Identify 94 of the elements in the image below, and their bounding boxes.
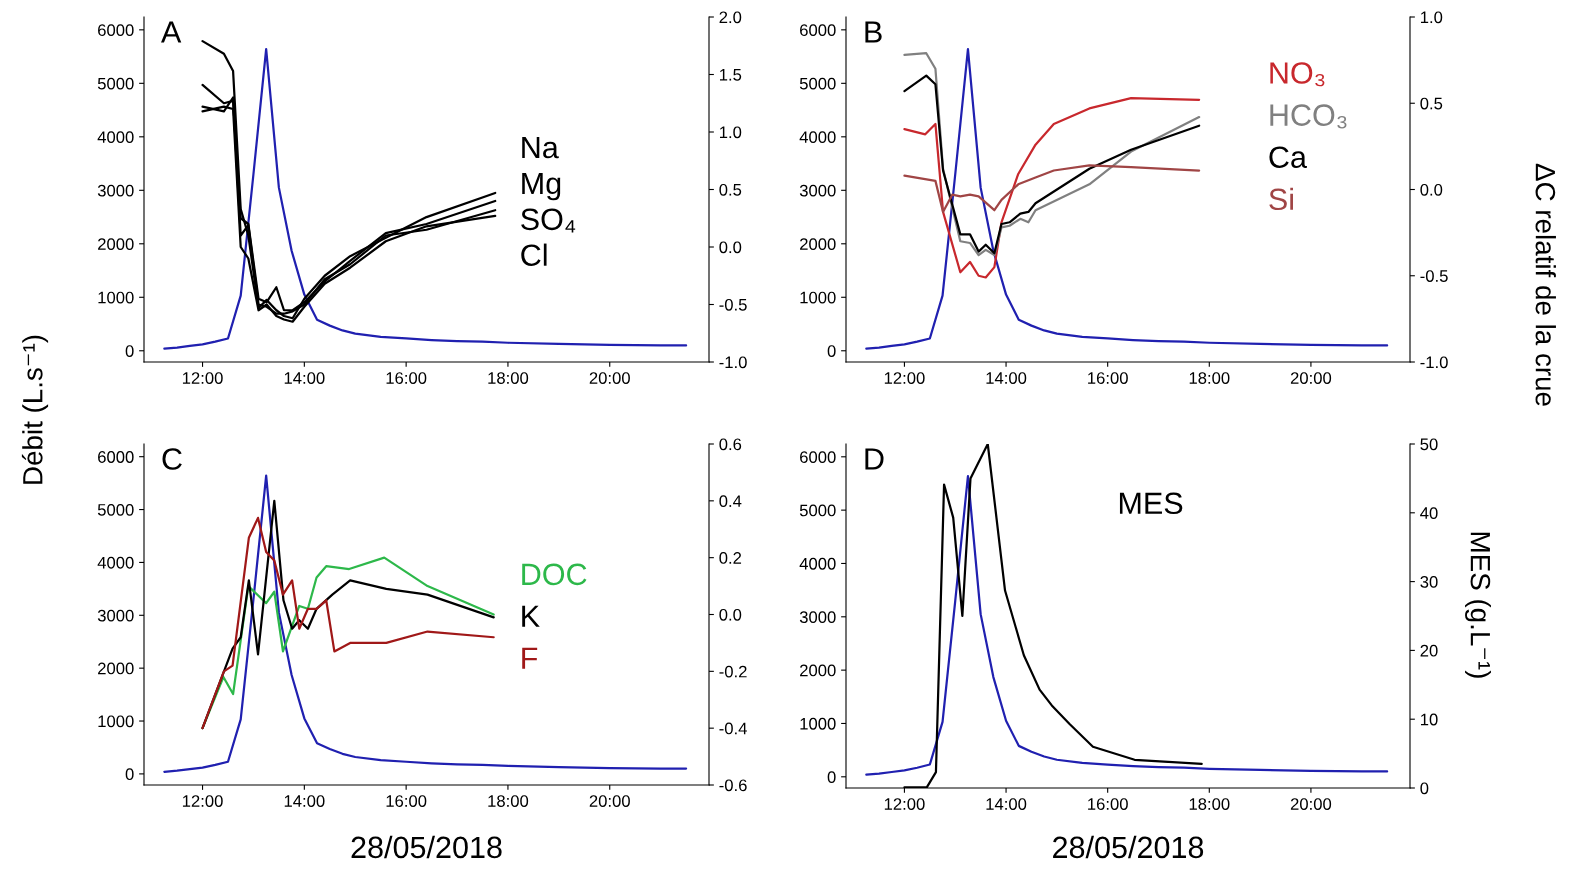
- y2-tick-label: 1.0: [719, 126, 742, 139]
- x-tick-label: 18:00: [1189, 372, 1230, 384]
- y-axis-title: Débit (L.s⁻¹): [21, 335, 49, 484]
- y-tick-label: 0: [125, 768, 134, 781]
- y-tick-label: 6000: [800, 451, 836, 463]
- x-tick-label: 18:00: [1189, 798, 1230, 810]
- x-tick-label: 16:00: [1088, 798, 1128, 810]
- x-tick-label: 20:00: [1290, 372, 1332, 384]
- y-tick-label: 1000: [800, 291, 836, 304]
- y-tick-label: 0: [125, 345, 134, 357]
- y-tick-label: 3000: [97, 609, 134, 622]
- x-tick-label: 18:00: [488, 795, 529, 807]
- y-tick-label: 4000: [97, 556, 134, 569]
- y2-tick-label: 0.2: [719, 552, 742, 564]
- y2-tick-label: -0.2: [719, 665, 747, 678]
- y2-tick-label: 0.0: [719, 608, 742, 621]
- x-tick-label: 12:00: [884, 798, 925, 810]
- annotation: D: [865, 448, 884, 470]
- x-tick-label: 14:00: [284, 372, 325, 384]
- y-tick-label: 6000: [98, 24, 134, 37]
- series-label: Mg: [522, 172, 561, 201]
- y2-tick-label: 40: [1420, 507, 1438, 519]
- series-label: K: [522, 605, 540, 627]
- y2-tick-label: -0.5: [719, 298, 747, 311]
- y-tick-label: 4000: [799, 557, 836, 570]
- text: HCO₃: [1270, 104, 1347, 129]
- x-tick-label: 14:00: [986, 372, 1027, 384]
- x-tick-label: 12:00: [182, 372, 223, 384]
- y-tick-label: 6000: [800, 24, 836, 37]
- y-tick-label: 4000: [97, 131, 134, 144]
- series-label: Cl: [521, 243, 547, 267]
- y2-tick-label: 0.4: [719, 495, 742, 508]
- y2-tick-label: -1.0: [719, 356, 747, 369]
- y2-tick-label: 1.5: [719, 69, 742, 81]
- y-tick-label: 1000: [98, 291, 134, 304]
- text: Si: [1269, 187, 1293, 211]
- y-tick-label: 5000: [97, 503, 134, 516]
- x-tick-label: 20:00: [589, 795, 630, 807]
- text: MES: [1119, 492, 1183, 515]
- y2-tick-label: -0.5: [1420, 270, 1448, 282]
- y2-tick-label: -0.6: [719, 779, 747, 792]
- y2-tick-label: 10: [1420, 713, 1438, 726]
- y2-tick-label: 0.0: [1420, 183, 1443, 196]
- y2-tick-label: 0.6: [719, 438, 742, 451]
- text: NO₃: [1270, 62, 1325, 87]
- annotation: C: [162, 448, 182, 470]
- y-tick-label: 0: [827, 345, 836, 357]
- y-tick-label: 5000: [97, 77, 134, 90]
- x-tick-label: 14:00: [284, 795, 325, 807]
- y-tick-label: 1000: [800, 717, 836, 730]
- series-label: DOC: [522, 563, 587, 586]
- y-tick-label: 5000: [799, 504, 836, 517]
- y-tick-label: 1000: [98, 715, 134, 728]
- x-tick-label: 12:00: [884, 372, 925, 384]
- annotation: A: [161, 21, 182, 43]
- x-tick-label: 20:00: [1290, 798, 1332, 810]
- y-tick-label: 3000: [97, 184, 134, 197]
- x-tick-label: 18:00: [488, 372, 529, 384]
- y2-tick-label: 20: [1420, 644, 1438, 657]
- y-tick-label: 2000: [800, 664, 836, 677]
- y-tick-label: 2000: [98, 662, 134, 675]
- y-tick-label: 3000: [799, 184, 836, 197]
- series-label: SO₄: [521, 208, 576, 233]
- x-tick-label: 12:00: [182, 795, 223, 807]
- y-tick-label: 5000: [799, 77, 836, 90]
- y2-tick-label: 0: [1420, 782, 1429, 795]
- y2-tick-label: 0.5: [719, 183, 742, 196]
- x-axis-title: 28/05/2018: [351, 835, 502, 859]
- y-tick-label: 6000: [98, 451, 134, 463]
- text: Ca: [1269, 146, 1307, 169]
- annotation: B: [865, 21, 882, 43]
- x-tick-label: 16:00: [386, 372, 427, 384]
- x-tick-label: 16:00: [1088, 372, 1128, 384]
- y2-tick-label: -0.4: [719, 722, 747, 735]
- y2-tick-label: 1.0: [1420, 11, 1443, 24]
- y2-tick-label: -1.0: [1420, 356, 1448, 369]
- y-tick-label: 2000: [98, 238, 134, 250]
- y2-tick-label: 0.5: [1420, 97, 1443, 110]
- x-axis-title: 28/05/2018: [1053, 835, 1204, 859]
- x-tick-label: 14:00: [986, 798, 1027, 810]
- y2-tick-label: 50: [1420, 438, 1438, 451]
- y2-tick-label: 30: [1420, 576, 1438, 588]
- y-tick-label: 2000: [800, 238, 836, 250]
- y2-axis-title: MES (g.L⁻¹): [1465, 532, 1491, 678]
- series-label: Na: [522, 137, 559, 159]
- y-tick-label: 3000: [799, 611, 836, 623]
- y-tick-label: 0: [827, 771, 836, 783]
- x-tick-label: 16:00: [386, 795, 427, 807]
- y2-tick-label: 0.0: [719, 241, 742, 254]
- y-tick-label: 4000: [799, 131, 836, 144]
- series-label: F: [522, 647, 538, 669]
- x-tick-label: 20:00: [589, 372, 630, 384]
- y2-axis-title: ΔC relatif de la crue: [1535, 163, 1556, 406]
- y2-tick-label: 2.0: [719, 11, 742, 24]
